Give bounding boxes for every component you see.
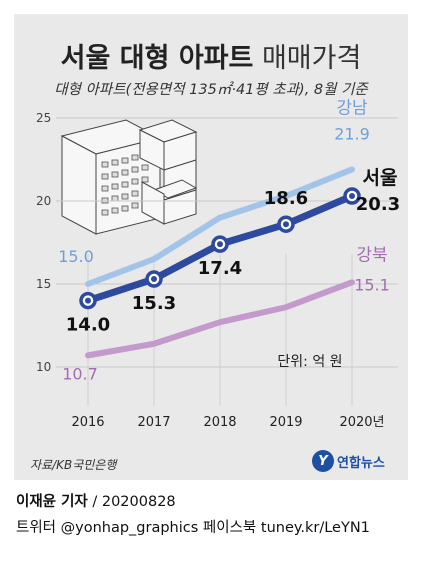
apartment-building-illustration: [60, 119, 198, 235]
subtitle: 대형 아파트(전용면적 135㎡·41평 초과), 8월 기준: [54, 82, 368, 98]
y-tick-label: 10: [36, 360, 51, 374]
social-links: 트위터 @yonhap_graphics 페이스북 tuney.kr/LeYN1: [16, 520, 370, 536]
data-label: 18.6: [264, 188, 308, 209]
infographic-card: 서울 대형 아파트 매매가격 대형 아파트(전용면적 135㎡·41평 초과),…: [14, 14, 408, 480]
x-tick-label: 2020년: [339, 415, 384, 430]
title-suffix: 매매가격: [261, 43, 362, 74]
data-label: 15.1: [354, 275, 390, 294]
yonhap-logo-text: 연합뉴스: [337, 455, 385, 471]
reporter-name: 이재윤 기자: [16, 494, 88, 510]
series-name-label: 강남: [336, 98, 368, 118]
data-label: 20.3: [356, 194, 400, 215]
unit-note: 단위: 억 원: [277, 354, 342, 370]
source-note: 자료/KB국민은행: [30, 458, 117, 472]
data-label: 15.0: [58, 247, 94, 266]
y-tick-label: 15: [36, 277, 51, 291]
series-group: 강남 15.0 21.9 서울 14.0 15.3 17.4 18.6 20.3 강북 10.7 15…: [58, 98, 400, 383]
x-tick-label: 2019: [269, 415, 302, 430]
y-axis: 10 15 20 25: [36, 111, 51, 374]
data-label: 17.4: [198, 258, 242, 279]
line-chart: 10 15 20 25 2016 2017 2018 2019 2020년 강남 15.0 21.…: [36, 98, 400, 430]
x-tick-label: 2018: [203, 415, 236, 430]
series-line-0: [85, 166, 355, 287]
series-line-2: [85, 279, 355, 359]
data-point-core: [349, 193, 355, 200]
x-tick-label: 2016: [71, 415, 104, 430]
yonhap-logo: Y 연합뉴스: [312, 450, 385, 472]
data-point-core: [151, 276, 157, 283]
series-name-label: 강북: [356, 245, 387, 265]
data-point-core: [85, 297, 91, 304]
data-label: 21.9: [334, 124, 370, 143]
data-label: 14.0: [66, 315, 110, 336]
yonhap-logo-mark: Y: [312, 450, 334, 472]
page-title: 서울 대형 아파트 매매가격: [14, 36, 408, 75]
y-tick-label: 25: [36, 111, 51, 125]
data-label: 15.3: [132, 293, 176, 314]
series-name-label: 서울: [363, 167, 398, 189]
x-tick-label: 2017: [137, 415, 170, 430]
data-label: 10.7: [62, 364, 98, 383]
reporter-credit: 이재윤 기자 / 20200828: [16, 490, 176, 511]
data-point-core: [217, 241, 223, 248]
data-point-core: [283, 221, 289, 228]
title-main: 서울 대형 아파트: [60, 43, 254, 74]
y-tick-label: 20: [36, 194, 51, 208]
x-axis: 2016 2017 2018 2019 2020년: [71, 415, 384, 430]
publish-date: / 20200828: [87, 494, 176, 510]
